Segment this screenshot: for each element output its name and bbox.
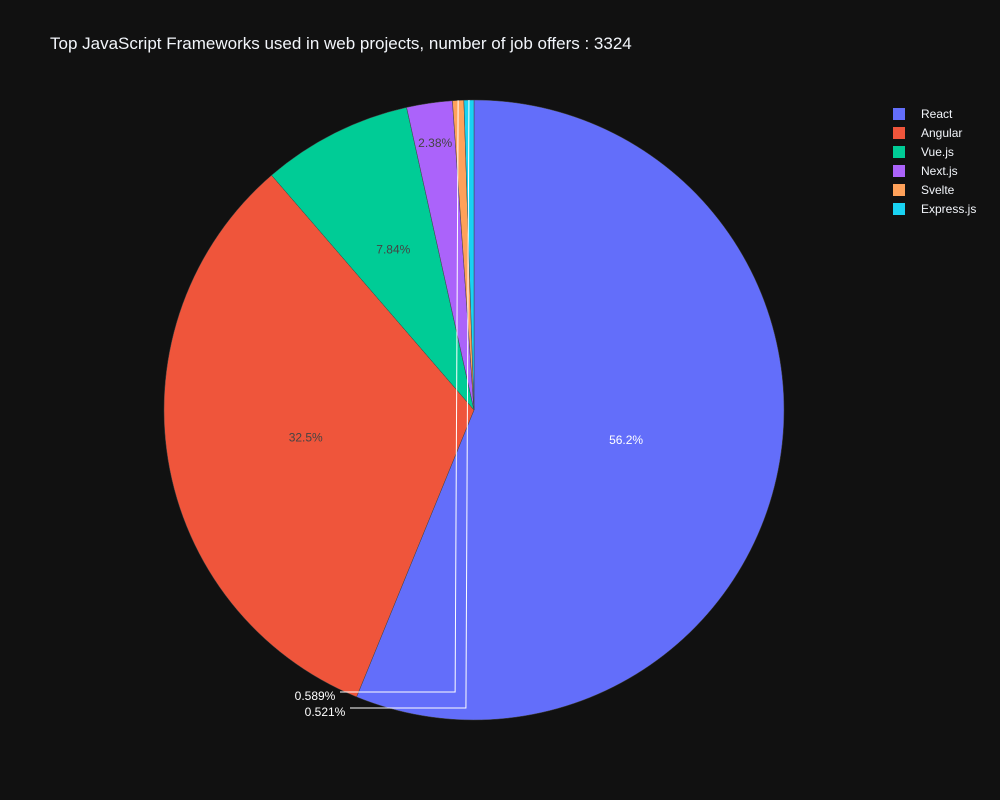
pie-slice-angular[interactable]	[163, 174, 475, 698]
slice-label-express-js: 0.521%	[305, 705, 346, 719]
slice-label-vue-js: 7.84%	[376, 242, 410, 256]
legend-label: React	[921, 106, 953, 121]
legend-label: Vue.js	[921, 144, 954, 159]
legend-item-next-js[interactable]: Next.js	[893, 161, 976, 180]
leader-line-express-js	[350, 100, 470, 709]
pie-slice-react[interactable]	[356, 99, 785, 721]
leader-line-svelte	[340, 100, 459, 693]
legend-item-react[interactable]: React	[893, 104, 976, 123]
slice-label-angular: 32.5%	[289, 430, 323, 444]
legend-label: Express.js	[921, 201, 977, 216]
legend-swatch	[893, 202, 905, 215]
legend-swatch	[893, 145, 905, 158]
slice-label-svelte: 0.589%	[295, 689, 336, 703]
chart-title: Top JavaScript Frameworks used in web pr…	[50, 34, 632, 53]
legend-swatch	[893, 183, 905, 196]
legend-label: Angular	[921, 125, 963, 140]
legend-label: Next.js	[921, 163, 958, 178]
legend-item-express-js[interactable]: Express.js	[893, 199, 976, 218]
slice-label-next-js: 2.38%	[418, 136, 452, 150]
legend: React Angular Vue.js Next.js Svelte Express.j…	[893, 104, 976, 218]
legend-swatch	[893, 126, 905, 139]
legend-item-angular[interactable]: Angular	[893, 123, 976, 142]
legend-swatch	[893, 107, 905, 120]
legend-item-svelte[interactable]: Svelte	[893, 180, 976, 199]
slice-label-react: 56.2%	[609, 433, 643, 447]
legend-item-vue-js[interactable]: Vue.js	[893, 142, 976, 161]
legend-label: Svelte	[921, 182, 955, 197]
legend-swatch	[893, 164, 905, 177]
